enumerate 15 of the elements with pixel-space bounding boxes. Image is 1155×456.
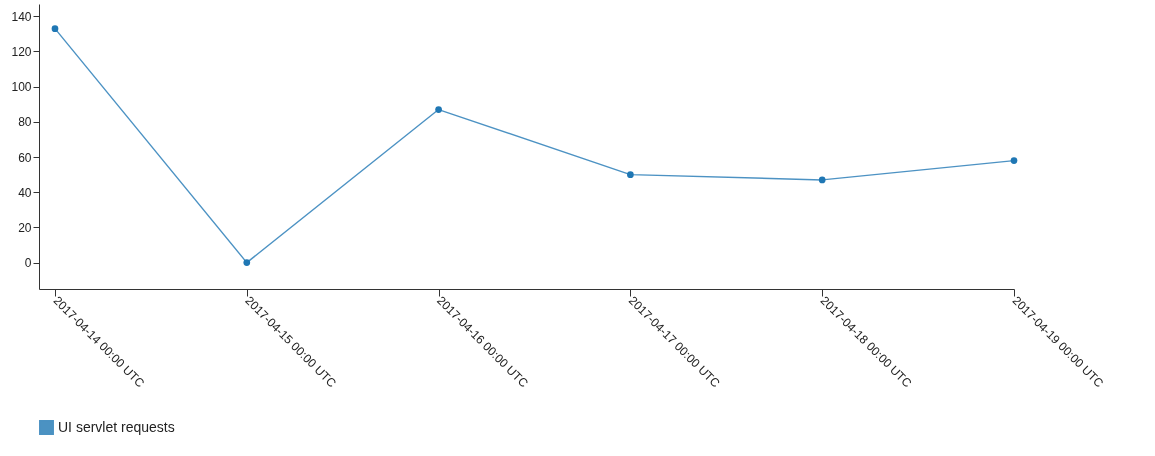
point xyxy=(818,176,826,184)
point xyxy=(435,106,442,113)
y-tick-label: 140 xyxy=(11,9,32,24)
y-tick-label: 60 xyxy=(18,150,32,165)
legend-label: UI servlet requests xyxy=(58,418,175,435)
y-tick-label: 0 xyxy=(24,256,32,271)
y-tick-label: 20 xyxy=(18,220,32,235)
y-tick-label: 80 xyxy=(18,115,32,130)
point xyxy=(627,171,634,178)
point xyxy=(1010,157,1018,164)
y-tick-label: 100 xyxy=(11,80,32,95)
y-tick-label: 120 xyxy=(11,45,32,59)
point xyxy=(243,259,251,266)
point xyxy=(51,25,59,32)
y-tick-label: 40 xyxy=(18,185,32,200)
